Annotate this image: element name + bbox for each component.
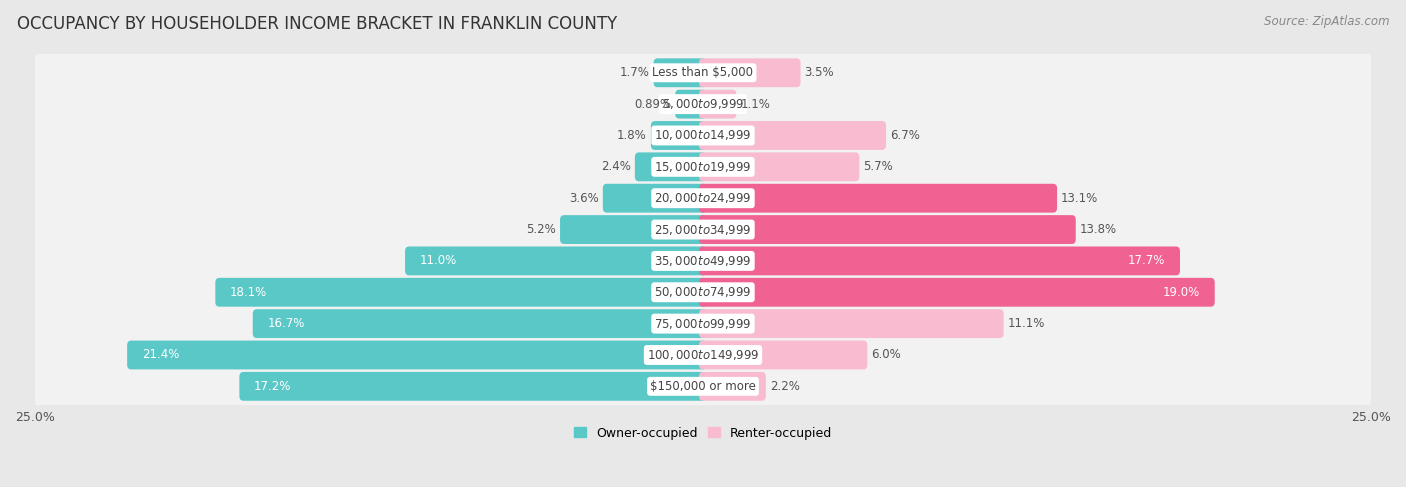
FancyBboxPatch shape bbox=[699, 246, 1180, 275]
FancyBboxPatch shape bbox=[35, 144, 1371, 190]
FancyBboxPatch shape bbox=[215, 278, 707, 307]
FancyBboxPatch shape bbox=[35, 269, 1371, 316]
FancyBboxPatch shape bbox=[253, 309, 707, 338]
Text: Less than $5,000: Less than $5,000 bbox=[652, 66, 754, 79]
FancyBboxPatch shape bbox=[699, 215, 1076, 244]
FancyBboxPatch shape bbox=[603, 184, 707, 213]
Text: 11.1%: 11.1% bbox=[1008, 317, 1045, 330]
Text: $15,000 to $19,999: $15,000 to $19,999 bbox=[654, 160, 752, 174]
Text: 5.7%: 5.7% bbox=[863, 160, 893, 173]
FancyBboxPatch shape bbox=[35, 332, 1371, 378]
Text: 1.1%: 1.1% bbox=[741, 97, 770, 111]
Text: 19.0%: 19.0% bbox=[1163, 286, 1201, 299]
FancyBboxPatch shape bbox=[675, 90, 707, 118]
FancyBboxPatch shape bbox=[35, 206, 1371, 253]
Text: 6.7%: 6.7% bbox=[890, 129, 920, 142]
Text: 21.4%: 21.4% bbox=[142, 349, 179, 361]
FancyBboxPatch shape bbox=[654, 58, 707, 87]
Text: $25,000 to $34,999: $25,000 to $34,999 bbox=[654, 223, 752, 237]
FancyBboxPatch shape bbox=[699, 184, 1057, 213]
Text: 1.7%: 1.7% bbox=[620, 66, 650, 79]
Text: $35,000 to $49,999: $35,000 to $49,999 bbox=[654, 254, 752, 268]
Text: 1.8%: 1.8% bbox=[617, 129, 647, 142]
FancyBboxPatch shape bbox=[699, 121, 886, 150]
FancyBboxPatch shape bbox=[239, 372, 707, 401]
Text: 17.2%: 17.2% bbox=[254, 380, 291, 393]
FancyBboxPatch shape bbox=[35, 175, 1371, 222]
Text: 3.5%: 3.5% bbox=[804, 66, 834, 79]
FancyBboxPatch shape bbox=[405, 246, 707, 275]
Text: 6.0%: 6.0% bbox=[872, 349, 901, 361]
FancyBboxPatch shape bbox=[699, 309, 1004, 338]
FancyBboxPatch shape bbox=[699, 372, 766, 401]
Text: $20,000 to $24,999: $20,000 to $24,999 bbox=[654, 191, 752, 205]
Text: $50,000 to $74,999: $50,000 to $74,999 bbox=[654, 285, 752, 300]
Text: $5,000 to $9,999: $5,000 to $9,999 bbox=[662, 97, 744, 111]
Text: 13.1%: 13.1% bbox=[1062, 192, 1098, 205]
Text: 17.7%: 17.7% bbox=[1128, 254, 1166, 267]
FancyBboxPatch shape bbox=[651, 121, 707, 150]
FancyBboxPatch shape bbox=[35, 238, 1371, 284]
Text: $150,000 or more: $150,000 or more bbox=[650, 380, 756, 393]
FancyBboxPatch shape bbox=[699, 340, 868, 370]
FancyBboxPatch shape bbox=[560, 215, 707, 244]
FancyBboxPatch shape bbox=[35, 363, 1371, 410]
FancyBboxPatch shape bbox=[35, 300, 1371, 347]
Text: $100,000 to $149,999: $100,000 to $149,999 bbox=[647, 348, 759, 362]
Text: $10,000 to $14,999: $10,000 to $14,999 bbox=[654, 129, 752, 143]
Text: 3.6%: 3.6% bbox=[569, 192, 599, 205]
Text: 16.7%: 16.7% bbox=[267, 317, 305, 330]
Legend: Owner-occupied, Renter-occupied: Owner-occupied, Renter-occupied bbox=[568, 422, 838, 445]
Text: 13.8%: 13.8% bbox=[1080, 223, 1116, 236]
FancyBboxPatch shape bbox=[35, 50, 1371, 96]
Text: 2.2%: 2.2% bbox=[770, 380, 800, 393]
Text: Source: ZipAtlas.com: Source: ZipAtlas.com bbox=[1264, 15, 1389, 28]
FancyBboxPatch shape bbox=[699, 152, 859, 181]
FancyBboxPatch shape bbox=[35, 112, 1371, 159]
FancyBboxPatch shape bbox=[699, 90, 737, 118]
FancyBboxPatch shape bbox=[127, 340, 707, 370]
FancyBboxPatch shape bbox=[699, 58, 800, 87]
Text: 0.89%: 0.89% bbox=[634, 97, 671, 111]
Text: 5.2%: 5.2% bbox=[526, 223, 555, 236]
FancyBboxPatch shape bbox=[35, 81, 1371, 127]
Text: 11.0%: 11.0% bbox=[420, 254, 457, 267]
Text: $75,000 to $99,999: $75,000 to $99,999 bbox=[654, 317, 752, 331]
Text: 18.1%: 18.1% bbox=[231, 286, 267, 299]
FancyBboxPatch shape bbox=[699, 278, 1215, 307]
Text: OCCUPANCY BY HOUSEHOLDER INCOME BRACKET IN FRANKLIN COUNTY: OCCUPANCY BY HOUSEHOLDER INCOME BRACKET … bbox=[17, 15, 617, 33]
Text: 2.4%: 2.4% bbox=[600, 160, 631, 173]
FancyBboxPatch shape bbox=[636, 152, 707, 181]
